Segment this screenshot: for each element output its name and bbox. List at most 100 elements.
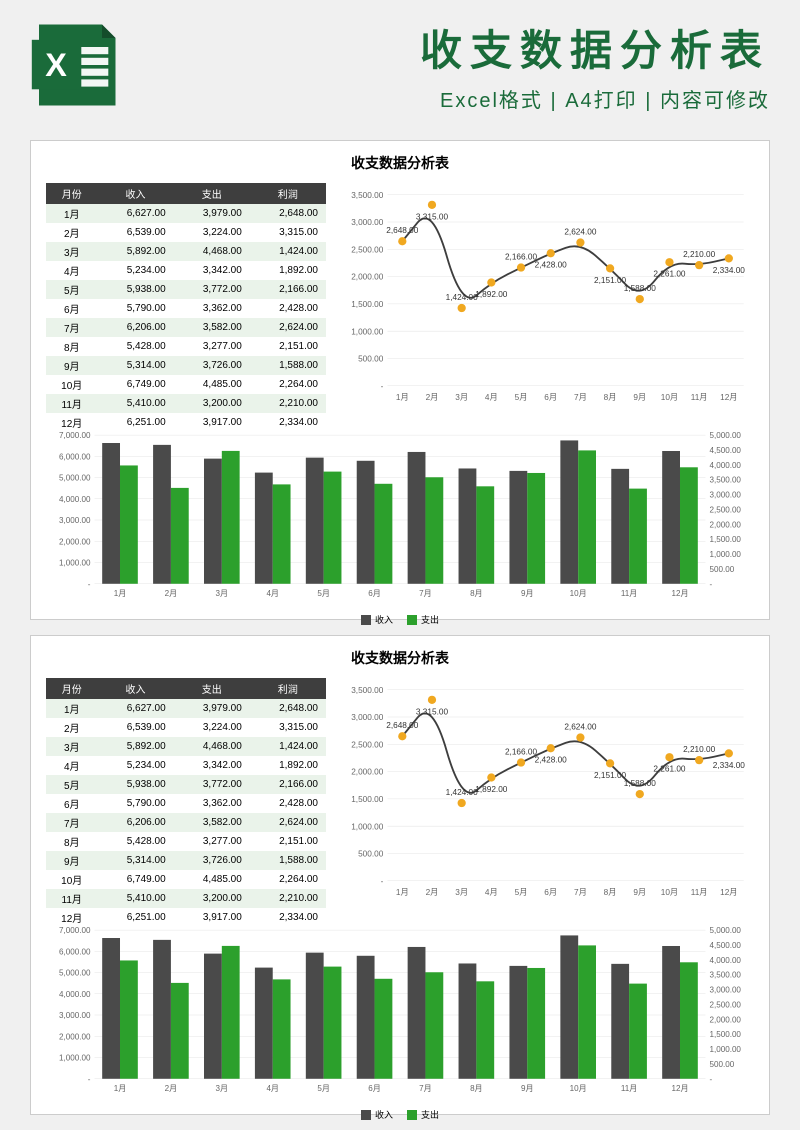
- svg-text:2,500.00: 2,500.00: [351, 245, 384, 254]
- svg-text:500.00: 500.00: [358, 355, 384, 364]
- svg-text:6月: 6月: [368, 1084, 381, 1093]
- table-row: 5月5,938.003,772.002,166.00: [46, 775, 326, 794]
- income-expense-bar-chart: -1,000.002,000.003,000.004,000.005,000.0…: [46, 421, 754, 611]
- svg-text:12月: 12月: [671, 589, 688, 598]
- svg-text:11月: 11月: [691, 393, 708, 402]
- legend-item: 收入: [361, 1108, 393, 1121]
- svg-text:X: X: [45, 47, 67, 83]
- svg-text:3,000.00: 3,000.00: [59, 1011, 91, 1020]
- svg-text:4,000.00: 4,000.00: [59, 495, 91, 504]
- svg-text:2,624.00: 2,624.00: [564, 227, 597, 236]
- svg-text:5,000.00: 5,000.00: [709, 926, 741, 935]
- legend-item: 收入: [361, 613, 393, 626]
- svg-text:2月: 2月: [165, 589, 178, 598]
- svg-text:3,000.00: 3,000.00: [709, 986, 741, 995]
- profit-line-chart: - 500.00 1,000.00 1,500.00 2,000.00 2,500.00 3…: [341, 183, 754, 413]
- svg-text:1,000.00: 1,000.00: [59, 1054, 91, 1063]
- svg-text:7,000.00: 7,000.00: [59, 926, 91, 935]
- svg-text:3月: 3月: [216, 589, 229, 598]
- table-row: 7月6,206.003,582.002,624.00: [46, 813, 326, 832]
- svg-text:1月: 1月: [114, 1084, 127, 1093]
- bar-chart-legend: 收入 支出: [46, 1108, 754, 1121]
- table-header: 支出: [174, 183, 250, 204]
- svg-text:3月: 3月: [216, 1084, 229, 1093]
- svg-text:2,500.00: 2,500.00: [709, 505, 741, 514]
- svg-text:-: -: [88, 580, 91, 589]
- svg-text:1,588.00: 1,588.00: [624, 779, 657, 788]
- svg-text:2,210.00: 2,210.00: [683, 250, 716, 259]
- svg-text:3,000.00: 3,000.00: [709, 491, 741, 500]
- svg-text:11月: 11月: [621, 589, 637, 598]
- svg-text:3,500.00: 3,500.00: [351, 686, 384, 695]
- svg-text:4,000.00: 4,000.00: [59, 990, 91, 999]
- svg-text:2,624.00: 2,624.00: [564, 722, 597, 731]
- svg-text:7月: 7月: [574, 393, 587, 402]
- svg-text:12月: 12月: [720, 888, 737, 897]
- main-title: 收支数据分析表: [140, 17, 770, 78]
- svg-text:8月: 8月: [604, 393, 617, 402]
- analysis-sheet-2: 收支数据分析表月份收入支出利润1月6,627.003,979.002,648.0…: [30, 635, 770, 1115]
- svg-text:8月: 8月: [470, 1084, 483, 1093]
- sheet-title: 收支数据分析表: [46, 648, 754, 668]
- table-header: 利润: [250, 183, 326, 204]
- svg-text:5月: 5月: [317, 1084, 330, 1093]
- svg-text:1,424.00: 1,424.00: [446, 293, 479, 302]
- svg-text:-: -: [381, 382, 384, 391]
- svg-text:4,000.00: 4,000.00: [709, 956, 741, 965]
- svg-text:3,000.00: 3,000.00: [351, 218, 384, 227]
- svg-text:1月: 1月: [396, 888, 409, 897]
- svg-text:2,166.00: 2,166.00: [505, 747, 538, 756]
- svg-text:3月: 3月: [455, 888, 468, 897]
- table-header: 月份: [46, 678, 97, 699]
- table-row: 3月5,892.004,468.001,424.00: [46, 737, 326, 756]
- svg-text:2,210.00: 2,210.00: [683, 745, 716, 754]
- svg-text:10月: 10月: [661, 393, 678, 402]
- svg-text:10月: 10月: [570, 589, 587, 598]
- svg-text:3,000.00: 3,000.00: [59, 516, 91, 525]
- table-row: 10月6,749.004,485.002,264.00: [46, 870, 326, 889]
- svg-text:3,000.00: 3,000.00: [351, 713, 384, 722]
- svg-text:1,000.00: 1,000.00: [351, 822, 384, 831]
- svg-text:5月: 5月: [515, 393, 528, 402]
- svg-text:1,892.00: 1,892.00: [475, 290, 508, 299]
- svg-text:2,334.00: 2,334.00: [713, 266, 746, 275]
- svg-text:5月: 5月: [317, 589, 330, 598]
- data-table: 月份收入支出利润1月6,627.003,979.002,648.002月6,53…: [46, 183, 326, 432]
- table-row: 9月5,314.003,726.001,588.00: [46, 851, 326, 870]
- svg-text:2月: 2月: [426, 888, 439, 897]
- svg-text:3,500.00: 3,500.00: [709, 971, 741, 980]
- svg-text:2,151.00: 2,151.00: [594, 276, 627, 285]
- excel-icon: X: [30, 20, 120, 110]
- table-row: 11月5,410.003,200.002,210.00: [46, 889, 326, 908]
- svg-text:1,000.00: 1,000.00: [351, 327, 384, 336]
- svg-text:2,500.00: 2,500.00: [351, 740, 384, 749]
- svg-text:2,500.00: 2,500.00: [709, 1000, 741, 1009]
- svg-text:1,424.00: 1,424.00: [446, 788, 479, 797]
- svg-text:500.00: 500.00: [358, 850, 384, 859]
- legend-item: 支出: [407, 1108, 439, 1121]
- svg-text:10月: 10月: [661, 888, 678, 897]
- svg-text:2,648.00: 2,648.00: [386, 226, 419, 235]
- svg-text:5,000.00: 5,000.00: [709, 431, 741, 440]
- svg-text:9月: 9月: [521, 589, 534, 598]
- svg-text:-: -: [709, 580, 712, 589]
- legend-item: 支出: [407, 613, 439, 626]
- svg-text:6,000.00: 6,000.00: [59, 947, 91, 956]
- svg-text:2,000.00: 2,000.00: [59, 1032, 91, 1041]
- svg-text:2,166.00: 2,166.00: [505, 252, 538, 261]
- svg-text:7,000.00: 7,000.00: [59, 431, 91, 440]
- svg-text:1月: 1月: [114, 589, 127, 598]
- svg-text:4,000.00: 4,000.00: [709, 461, 741, 470]
- table-row: 6月5,790.003,362.002,428.00: [46, 794, 326, 813]
- table-row: 11月5,410.003,200.002,210.00: [46, 394, 326, 413]
- svg-text:2,334.00: 2,334.00: [713, 761, 746, 770]
- svg-text:2,000.00: 2,000.00: [351, 273, 384, 282]
- svg-text:1,000.00: 1,000.00: [709, 550, 741, 559]
- svg-text:2,428.00: 2,428.00: [535, 756, 568, 765]
- svg-text:12月: 12月: [671, 1084, 688, 1093]
- svg-text:3,315.00: 3,315.00: [416, 212, 449, 221]
- svg-text:1,500.00: 1,500.00: [351, 300, 384, 309]
- svg-text:10月: 10月: [570, 1084, 587, 1093]
- svg-text:2月: 2月: [426, 393, 439, 402]
- table-header: 支出: [174, 678, 250, 699]
